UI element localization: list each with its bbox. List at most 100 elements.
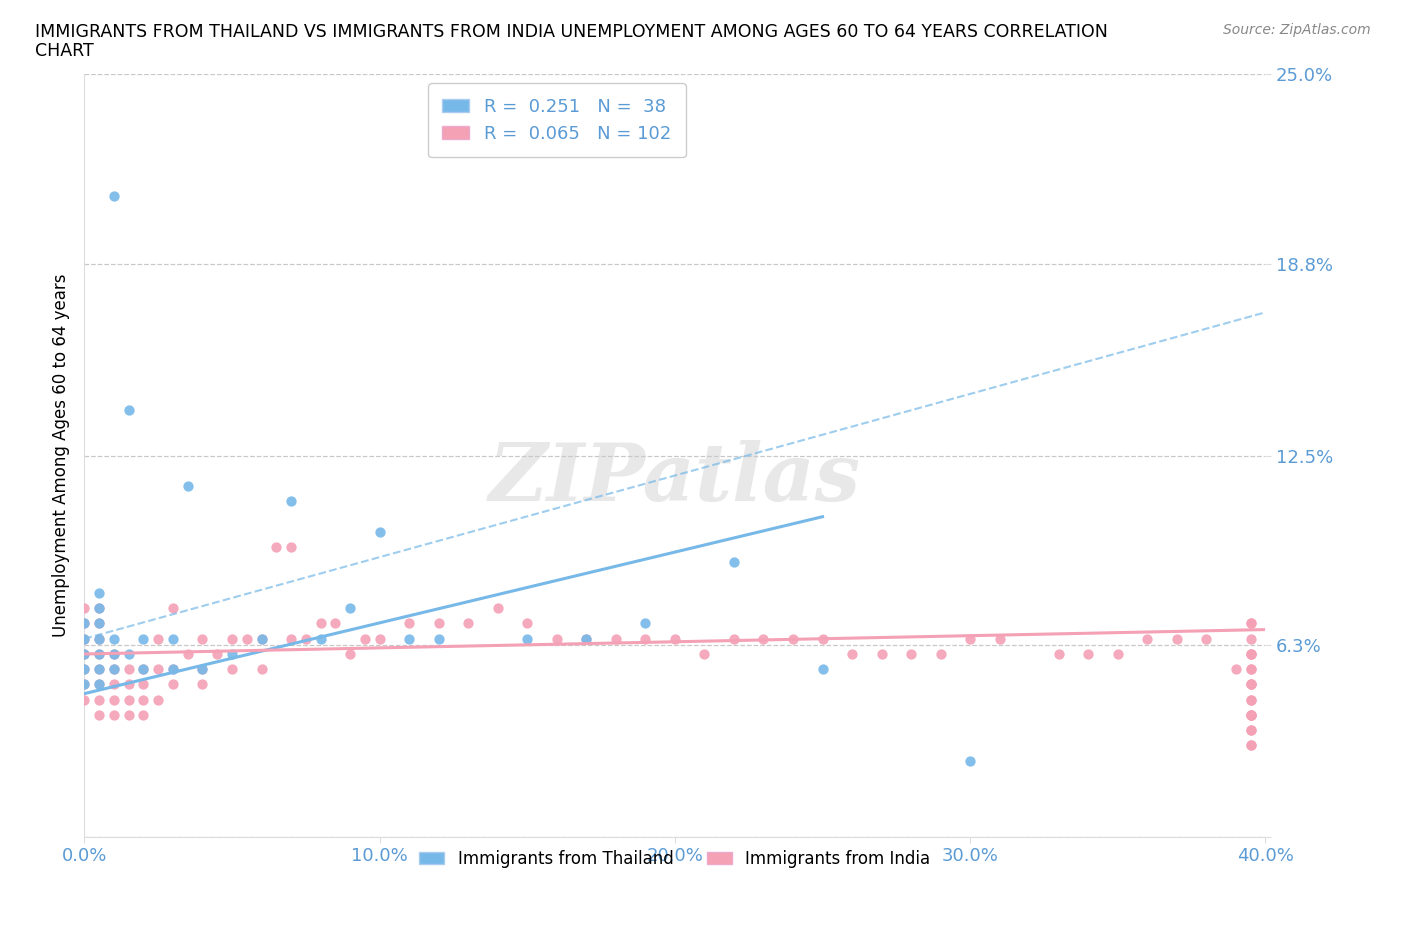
- Point: [236, 631, 259, 646]
- Point: [1240, 677, 1263, 692]
- Point: [811, 662, 834, 677]
- Point: [1240, 723, 1263, 737]
- Point: [118, 403, 141, 418]
- Point: [73, 662, 96, 677]
- Point: [118, 677, 141, 692]
- Point: [191, 662, 214, 677]
- Point: [339, 646, 361, 661]
- Point: [398, 616, 420, 631]
- Point: [959, 631, 981, 646]
- Point: [457, 616, 479, 631]
- Point: [73, 616, 96, 631]
- Point: [87, 662, 111, 677]
- Point: [811, 631, 834, 646]
- Point: [309, 616, 332, 631]
- Point: [1077, 646, 1099, 661]
- Point: [929, 646, 952, 661]
- Point: [723, 555, 745, 570]
- Point: [103, 631, 125, 646]
- Point: [280, 494, 302, 509]
- Point: [73, 601, 96, 616]
- Point: [1240, 708, 1263, 723]
- Point: [1240, 708, 1263, 723]
- Point: [103, 662, 125, 677]
- Point: [73, 677, 96, 692]
- Point: [148, 692, 170, 707]
- Point: [664, 631, 686, 646]
- Point: [191, 631, 214, 646]
- Point: [103, 708, 125, 723]
- Point: [118, 708, 141, 723]
- Point: [118, 662, 141, 677]
- Point: [605, 631, 627, 646]
- Point: [368, 631, 391, 646]
- Legend: Immigrants from Thailand, Immigrants from India: Immigrants from Thailand, Immigrants fro…: [413, 844, 936, 874]
- Point: [546, 631, 568, 646]
- Point: [103, 646, 125, 661]
- Point: [132, 631, 155, 646]
- Point: [132, 708, 155, 723]
- Point: [87, 677, 111, 692]
- Point: [575, 631, 598, 646]
- Point: [1240, 692, 1263, 707]
- Point: [309, 631, 332, 646]
- Point: [516, 631, 538, 646]
- Point: [250, 631, 273, 646]
- Point: [87, 631, 111, 646]
- Point: [221, 662, 243, 677]
- Text: Source: ZipAtlas.com: Source: ZipAtlas.com: [1223, 23, 1371, 37]
- Text: ZIPatlas: ZIPatlas: [489, 440, 860, 517]
- Point: [87, 616, 111, 631]
- Point: [1240, 723, 1263, 737]
- Point: [162, 601, 184, 616]
- Point: [516, 616, 538, 631]
- Point: [177, 646, 200, 661]
- Point: [427, 631, 450, 646]
- Point: [339, 601, 361, 616]
- Point: [841, 646, 863, 661]
- Point: [250, 631, 273, 646]
- Point: [1240, 677, 1263, 692]
- Point: [1240, 677, 1263, 692]
- Point: [1107, 646, 1129, 661]
- Point: [103, 189, 125, 204]
- Point: [693, 646, 716, 661]
- Point: [73, 692, 96, 707]
- Point: [87, 601, 111, 616]
- Point: [1225, 662, 1247, 677]
- Point: [73, 662, 96, 677]
- Point: [87, 708, 111, 723]
- Point: [132, 677, 155, 692]
- Point: [148, 631, 170, 646]
- Point: [1240, 616, 1263, 631]
- Point: [427, 616, 450, 631]
- Point: [575, 631, 598, 646]
- Point: [87, 662, 111, 677]
- Point: [118, 692, 141, 707]
- Point: [1240, 646, 1263, 661]
- Point: [103, 646, 125, 661]
- Point: [191, 662, 214, 677]
- Point: [162, 631, 184, 646]
- Point: [1047, 646, 1070, 661]
- Text: IMMIGRANTS FROM THAILAND VS IMMIGRANTS FROM INDIA UNEMPLOYMENT AMONG AGES 60 TO : IMMIGRANTS FROM THAILAND VS IMMIGRANTS F…: [35, 23, 1108, 41]
- Point: [132, 662, 155, 677]
- Point: [1240, 708, 1263, 723]
- Point: [368, 525, 391, 539]
- Point: [87, 677, 111, 692]
- Point: [634, 631, 657, 646]
- Point: [87, 616, 111, 631]
- Point: [221, 646, 243, 661]
- Point: [118, 646, 141, 661]
- Point: [73, 631, 96, 646]
- Point: [1166, 631, 1188, 646]
- Point: [959, 753, 981, 768]
- Point: [1240, 646, 1263, 661]
- Point: [87, 646, 111, 661]
- Point: [782, 631, 804, 646]
- Point: [73, 631, 96, 646]
- Point: [162, 677, 184, 692]
- Point: [177, 479, 200, 494]
- Text: CHART: CHART: [35, 42, 94, 60]
- Point: [73, 677, 96, 692]
